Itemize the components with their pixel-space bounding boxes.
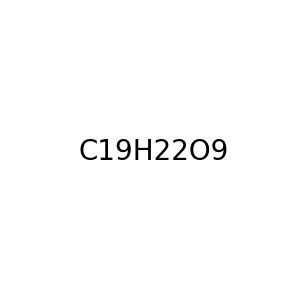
Text: C19H22O9: C19H22O9 — [79, 137, 229, 166]
